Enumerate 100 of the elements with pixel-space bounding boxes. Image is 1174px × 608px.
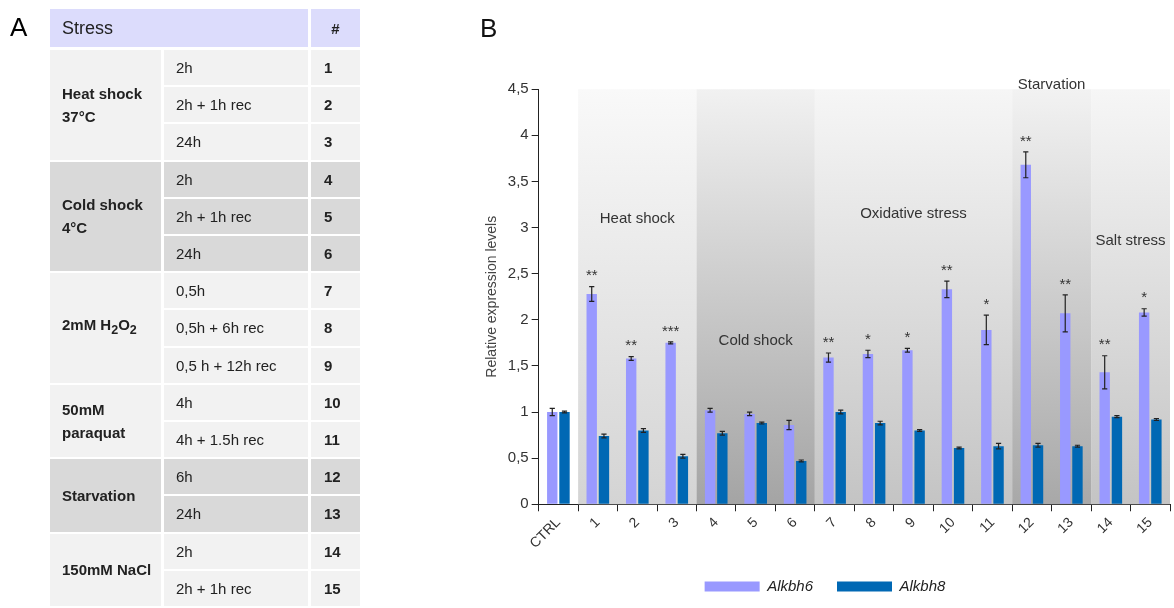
y-tick-label: 1: [520, 402, 529, 420]
data-label: 1: [311, 50, 360, 86]
category-label: 24h: [164, 124, 308, 160]
y-tick-label: 2,5: [507, 263, 529, 281]
bar: [902, 350, 913, 504]
y-tick-label: 3,5: [507, 171, 529, 189]
bar: [1099, 372, 1110, 504]
data-label: **: [941, 260, 953, 278]
category-label: 50mM paraquat: [62, 400, 126, 441]
data-label: 5: [311, 198, 360, 234]
legend-label: Alkbh6: [766, 576, 814, 594]
category-label: 2h + 1h rec: [164, 198, 308, 234]
bar: [1138, 312, 1150, 504]
category-label: 6h: [164, 459, 308, 495]
x-tick-label: 8: [862, 513, 880, 531]
x-tick-label: 9: [901, 513, 919, 531]
data-label: **: [625, 336, 638, 354]
data-label: *: [865, 329, 872, 347]
x-tick-label: 7: [822, 513, 840, 531]
y-tick-label: 0: [520, 494, 529, 512]
category-label: 24h: [164, 496, 308, 532]
bar: [625, 358, 637, 504]
category-label: 4h: [164, 384, 308, 420]
data-label: 12: [311, 459, 360, 495]
x-tick-label: 2: [625, 513, 643, 531]
band-label: Oxidative stress: [860, 203, 967, 221]
x-tick-label: 6: [783, 513, 801, 531]
category-label: 2h + 1h rec: [164, 570, 308, 606]
band-label: Starvation: [1017, 74, 1086, 92]
data-label: 11: [311, 422, 360, 458]
data-label: **: [1098, 335, 1111, 353]
x-tick-label: 11: [975, 513, 998, 536]
data-label: 7: [311, 273, 360, 309]
data-label: 3: [311, 124, 360, 160]
bar: [586, 293, 597, 504]
bar: [665, 342, 676, 504]
data-label: **: [585, 266, 598, 284]
category-label: Heat shock 37°C: [62, 84, 143, 125]
category-label: 4h + 1.5h rec: [164, 422, 308, 458]
bar: [598, 436, 610, 504]
x-tick-label: 5: [743, 513, 761, 531]
data-label: 2: [311, 87, 360, 123]
band-label: Salt stress: [1095, 231, 1166, 249]
x-tick-label: 3: [664, 513, 682, 531]
x-tick-label: 13: [1053, 513, 1077, 537]
data-label: 15: [311, 570, 360, 606]
text: #: [311, 9, 360, 47]
bar: [1151, 419, 1162, 504]
data-label: **: [822, 332, 835, 350]
data-label: *: [1141, 288, 1148, 306]
bar: [981, 329, 992, 504]
legend-label: Alkbh8: [898, 576, 947, 594]
category-label: 0,5 h + 12h rec: [164, 347, 308, 383]
bar: [953, 448, 965, 504]
bar: [677, 456, 689, 504]
bar: [941, 289, 953, 504]
y-axis-title: Relative expression levels: [483, 215, 500, 378]
y-tick-label: 2: [520, 309, 529, 327]
data-label: 4: [311, 161, 360, 197]
category-label: 24h: [164, 236, 308, 272]
category-label: Starvation: [62, 486, 136, 504]
band-label: Cold shock: [718, 330, 794, 348]
category-label: Cold shock 4°C: [62, 196, 143, 237]
data-label: 6: [311, 236, 360, 272]
bar: [717, 433, 728, 504]
bar: [993, 446, 1004, 504]
bar: [756, 423, 767, 504]
bar: [1032, 445, 1044, 504]
bar: [704, 410, 716, 504]
bar: [1111, 416, 1123, 504]
bar: [1020, 164, 1031, 504]
data-label: *: [904, 328, 911, 346]
x-tick-label: 1: [585, 513, 603, 531]
bar: [547, 412, 558, 504]
category-label: 2h: [164, 161, 308, 197]
x-tick-label: 12: [1014, 513, 1037, 537]
y-tick-label: 1,5: [507, 356, 529, 374]
x-tick-label: 14: [1093, 513, 1116, 537]
category-label: 2h: [164, 533, 308, 569]
category-label: 0,5h + 6h rec: [164, 310, 308, 346]
x-tick-label: 15: [1132, 513, 1156, 537]
bar: [783, 424, 795, 504]
bar: [874, 423, 886, 504]
y-tick-label: 3: [520, 217, 529, 235]
data-label: 9: [311, 347, 360, 383]
data-label: **: [1059, 274, 1072, 292]
data-label: **: [1019, 131, 1032, 149]
data-label: ***: [661, 321, 680, 339]
category-label: 2h: [164, 50, 308, 86]
x-tick-label: 10: [935, 513, 958, 537]
category-label: 0,5h: [164, 273, 308, 309]
category-label: 2h + 1h rec: [164, 87, 308, 123]
bar: [823, 357, 834, 504]
bar: [862, 353, 874, 504]
bar: [1072, 446, 1083, 504]
chart-title: B: [480, 12, 498, 43]
data-label: 10: [311, 384, 360, 420]
y-tick-label: 0,5: [507, 448, 529, 466]
bar: [559, 412, 570, 504]
y-tick-label: 4: [520, 125, 529, 143]
